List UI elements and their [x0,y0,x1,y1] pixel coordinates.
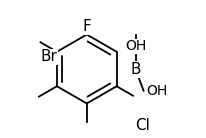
Text: F: F [82,19,91,34]
Text: B: B [130,62,141,77]
Text: OH: OH [125,39,146,53]
Text: Br: Br [40,49,57,64]
Text: Cl: Cl [135,118,150,133]
Text: OH: OH [146,84,167,98]
